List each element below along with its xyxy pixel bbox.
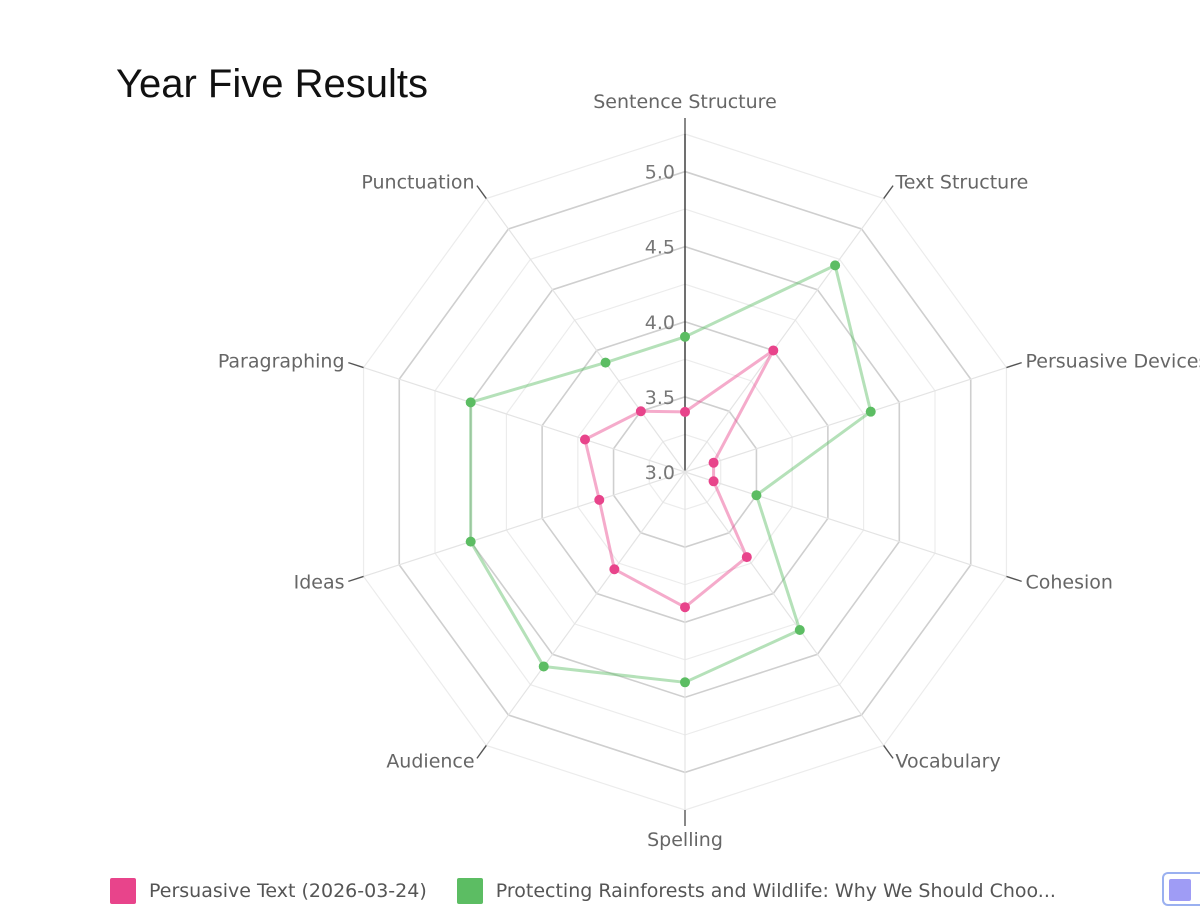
data-point[interactable]	[830, 260, 841, 271]
axis-label: Punctuation	[361, 171, 474, 193]
axis-tick	[883, 745, 894, 759]
chart-title: Year Five Results	[116, 62, 428, 106]
data-point[interactable]	[751, 490, 762, 501]
axis-tick	[348, 575, 364, 583]
legend-label: Persuasive Text (2026-03-24)	[149, 880, 427, 902]
data-point[interactable]	[465, 397, 476, 408]
axis-label: Spelling	[647, 829, 723, 851]
axis-spoke	[684, 471, 885, 746]
axis-tick	[348, 361, 364, 369]
axis-spoke	[363, 471, 686, 578]
legend-swatch	[1169, 879, 1191, 901]
data-point[interactable]	[680, 602, 690, 613]
data-point[interactable]	[708, 476, 719, 487]
axis-tick	[1006, 361, 1022, 369]
data-point[interactable]	[768, 345, 779, 356]
data-point[interactable]	[579, 434, 590, 445]
axis-spoke	[485, 198, 686, 473]
data-point[interactable]	[600, 357, 611, 368]
data-point[interactable]	[680, 331, 690, 342]
axis-label: Sentence Structure	[593, 91, 777, 113]
data-point[interactable]	[680, 677, 690, 688]
data-point[interactable]	[708, 457, 719, 468]
legend-item-series-2[interactable]: Protecting Rainforests and Wildlife: Why…	[456, 878, 1056, 904]
legend: Persuasive Text (2026-03-24) Protecting …	[110, 876, 1086, 906]
axis-tick	[476, 185, 487, 199]
axis-label: Audience	[386, 751, 474, 773]
data-point[interactable]	[635, 406, 646, 417]
tick-label: 3.0	[645, 462, 675, 484]
axis-label: Persuasive Devices	[1025, 350, 1200, 372]
legend-item-series-3[interactable]	[1162, 872, 1200, 906]
radar-series	[465, 260, 876, 688]
axis-tick	[883, 185, 894, 199]
data-point[interactable]	[594, 494, 605, 505]
axis-spoke	[485, 471, 686, 746]
legend-swatch	[110, 878, 136, 904]
data-point[interactable]	[794, 624, 805, 635]
axis-tick	[1006, 575, 1022, 583]
data-point[interactable]	[865, 406, 876, 417]
axis-label: Paragraphing	[218, 350, 345, 372]
data-point[interactable]	[680, 406, 690, 417]
axis-spoke	[684, 471, 1007, 578]
axis-spoke	[684, 366, 1007, 473]
tick-label: 3.5	[645, 387, 675, 409]
data-point[interactable]	[465, 536, 476, 547]
axis-tick	[476, 745, 487, 759]
legend-label: Protecting Rainforests and Wildlife: Why…	[495, 880, 1056, 902]
legend-swatch	[456, 878, 483, 904]
axis-label: Cohesion	[1025, 572, 1112, 594]
radar-spokes	[348, 118, 1022, 826]
axis-label: Vocabulary	[895, 751, 1000, 773]
tick-label: 5.0	[645, 162, 675, 184]
axis-spoke	[363, 366, 686, 473]
radial-ticks: 3.0 3.5 4.0 4.5 5.0	[645, 162, 675, 484]
axis-labels: Sentence Structure Text Structure Persuasi…	[218, 91, 1200, 851]
data-point[interactable]	[609, 564, 620, 575]
data-point[interactable]	[538, 661, 549, 672]
legend-item-series-1[interactable]: Persuasive Text (2026-03-24)	[110, 878, 427, 904]
axis-spoke	[684, 198, 885, 473]
tick-label: 4.5	[645, 237, 675, 259]
axis-label: Ideas	[294, 572, 345, 594]
data-point[interactable]	[741, 552, 752, 563]
tick-label: 4.0	[645, 312, 675, 334]
axis-label: Text Structure	[894, 171, 1028, 193]
